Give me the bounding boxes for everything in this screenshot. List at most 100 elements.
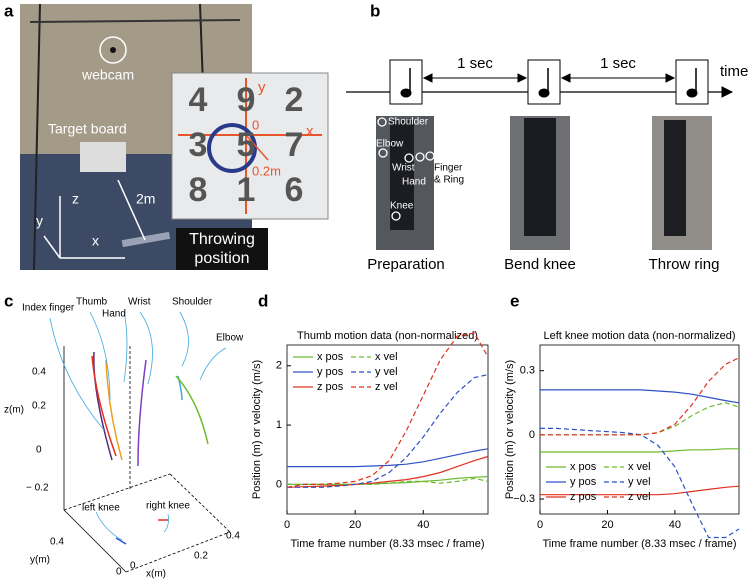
trajectories — [49, 311, 227, 545]
y-tick-label: 0 — [529, 429, 535, 441]
distance-label: 2m — [136, 191, 155, 207]
x-tick-label: 20 — [349, 519, 361, 531]
series-line — [540, 389, 740, 404]
x-axis-label: Time frame number (8.33 msec / frame) — [543, 538, 737, 550]
panel-label: c — [4, 291, 13, 310]
marker-label: Hand — [102, 309, 126, 320]
x-tick-label: 0 — [284, 519, 290, 531]
x-tick-label: 0 — [537, 519, 543, 531]
legend-label: x vel — [628, 461, 651, 473]
marker-label: Index finger — [22, 303, 75, 314]
panel-label: e — [510, 291, 519, 310]
axes-3d — [63, 346, 231, 573]
interval-label: 1 sec — [600, 55, 636, 72]
board-number: 7 — [285, 126, 304, 164]
chart-title: Left knee motion data (non-normalized) — [544, 330, 736, 342]
legend-label: y vel — [375, 366, 398, 378]
position-box — [176, 228, 268, 270]
legend-label: z pos — [570, 491, 597, 503]
marker-label: Wrist — [128, 297, 151, 308]
joint-label: Wrist — [392, 163, 415, 174]
board-origin: 0 — [252, 117, 259, 132]
axis-z: z — [72, 191, 79, 207]
board-number: 8 — [189, 171, 208, 209]
stage-photos — [376, 116, 712, 250]
throwing-position: Throwing — [189, 231, 255, 248]
series-line — [287, 374, 489, 488]
series-line — [540, 427, 740, 539]
series-line — [540, 448, 739, 453]
board-axis-y: y — [258, 79, 266, 96]
joint-labels: Shoulder Elbow Wrist Hand Finger & Ring … — [376, 117, 464, 212]
stage-label: Preparation — [367, 256, 445, 273]
z-label: z(m) — [4, 405, 24, 416]
y-axis-label: Position (m) or velocity (m/s) — [504, 360, 516, 499]
y-tick-label: 0 — [276, 478, 282, 490]
legend-label: x pos — [570, 461, 597, 473]
x-tick-label: 20 — [601, 519, 613, 531]
marker-labels: Index finger Thumb Hand Wrist Shoulder E… — [4, 297, 244, 580]
x-tick-label: 40 — [669, 519, 681, 531]
z-tick: − 0.2 — [26, 483, 49, 494]
board-numbers: 4 9 2 3 5 7 8 1 6 — [189, 81, 304, 209]
marker-label: Elbow — [216, 333, 244, 344]
y-tick-label: 0.3 — [520, 365, 535, 377]
plot-frame — [539, 344, 740, 515]
interval-label: 1 sec — [457, 55, 493, 72]
series-line — [540, 402, 740, 436]
x-label: x(m) — [146, 569, 166, 580]
board-inset — [171, 72, 329, 220]
x-tick: 0 — [130, 561, 136, 572]
x-tick-label: 40 — [417, 519, 429, 531]
plot-frame — [286, 344, 489, 515]
series-line — [286, 332, 489, 488]
timeline — [346, 59, 734, 105]
board-number: 3 — [189, 126, 208, 164]
panel-label: a — [4, 1, 14, 20]
legend-label: y pos — [570, 476, 597, 488]
axis-y: y — [36, 213, 43, 229]
z-tick: 0 — [36, 445, 42, 456]
axis-arrows — [43, 179, 146, 259]
x-axis-label: Time frame number (8.33 msec / frame) — [291, 538, 485, 550]
panel-label: d — [258, 291, 268, 310]
series-line — [540, 485, 740, 496]
legend-label: z vel — [375, 381, 398, 393]
joint-label: Hand — [402, 177, 426, 188]
y-axis-label: Position (m) or velocity (m/s) — [251, 360, 263, 499]
y-tick: 0 — [116, 567, 122, 578]
joint-label: Finger — [434, 163, 463, 174]
series-line — [286, 455, 489, 488]
joint-label: & Ring — [434, 175, 464, 186]
marker-label: Shoulder — [172, 297, 213, 308]
board-number: 1 — [237, 171, 256, 209]
board-number: 5 — [237, 126, 256, 164]
y-tick-label: 1 — [276, 419, 282, 431]
marker-label: right knee — [146, 501, 190, 512]
joint-label: Shoulder — [388, 117, 429, 128]
webcam-label: webcam — [81, 67, 134, 83]
board-axis-x: x — [306, 123, 314, 140]
panel-label: b — [370, 1, 380, 20]
legend-label: x vel — [375, 351, 398, 363]
z-tick: 0.2 — [32, 401, 46, 412]
legend-label: z pos — [317, 381, 344, 393]
board-number: 4 — [189, 81, 208, 119]
x-tick: 0.2 — [194, 551, 208, 562]
throwing-position: position — [194, 250, 249, 267]
marker-label: left knee — [82, 503, 120, 514]
joint-label: Elbow — [376, 139, 404, 150]
board-radius: 0.2m — [252, 163, 281, 178]
legend-label: y vel — [628, 476, 651, 488]
legend-label: x pos — [317, 351, 344, 363]
y-label: y(m) — [30, 555, 50, 566]
y-tick: 0.4 — [50, 537, 64, 548]
target-board-label: Target board — [48, 121, 127, 137]
y-tick-label: −0.3 — [513, 493, 535, 505]
axis-x: x — [92, 233, 99, 249]
x-tick: 0.4 — [226, 531, 240, 542]
z-tick: 0.4 — [32, 367, 46, 378]
series-line — [287, 448, 489, 468]
joint-label: Knee — [390, 201, 414, 212]
time-label: time — [720, 63, 748, 80]
